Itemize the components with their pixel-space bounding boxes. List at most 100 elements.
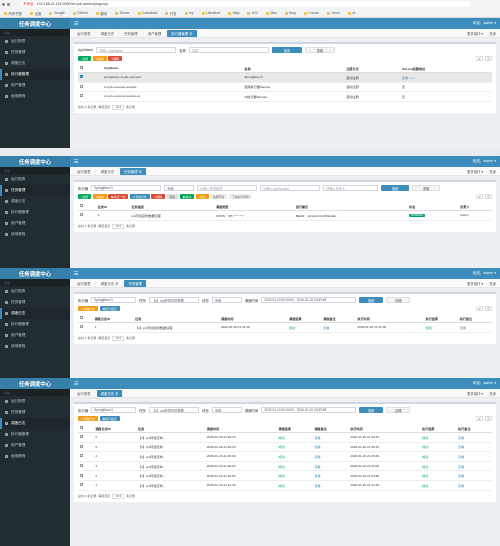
select-all-checkbox[interactable] (78, 424, 94, 433)
row-checkbox[interactable] (78, 72, 102, 83)
bookmark-item[interactable]: blog (284, 11, 296, 15)
tab-item[interactable]: 运行报表 (73, 279, 96, 287)
sidebar-item[interactable]: 调度日志 (0, 58, 70, 69)
bookmark-item[interactable]: Map (228, 11, 239, 15)
reset-button[interactable]: 重置 (304, 47, 335, 53)
row-checkbox[interactable] (78, 470, 94, 481)
sidebar-item[interactable]: 运行报表 (0, 174, 70, 185)
bookmark-item[interactable]: Course (303, 11, 319, 15)
sidebar-item[interactable]: 运行报表 (0, 36, 70, 47)
bookmark-item[interactable]: my (184, 11, 194, 15)
sidebar-item[interactable]: 用户管理 (0, 80, 70, 91)
status-select[interactable]: 全部 (211, 407, 242, 413)
table-row[interactable]: 3 【4】prd环境定时... 2026-01-26 21:45:00 成功 查看 202… (78, 461, 492, 472)
table-cell[interactable]: 查看 (456, 461, 492, 472)
tab-item[interactable]: 运行报表 (73, 29, 96, 37)
bookmark-item[interactable]: Mac (265, 11, 277, 15)
tab-item[interactable]: 用户管理 (144, 29, 167, 37)
action-button[interactable]: 更多 (166, 194, 179, 199)
table-cell[interactable]: 查看 (456, 451, 492, 462)
columns-icon[interactable]: ☰ (485, 306, 492, 311)
bookmark-item[interactable]: GitHub (72, 11, 88, 15)
table-cell[interactable]: 查看 (312, 432, 349, 443)
row-checkbox[interactable] (78, 322, 93, 333)
table-cell[interactable]: 查看 (321, 322, 356, 333)
row-checkbox[interactable] (78, 451, 94, 462)
row-checkbox[interactable] (78, 480, 94, 491)
menu-toggle-icon[interactable]: ☰ (74, 380, 79, 387)
tab-item[interactable]: 任务管理 (124, 279, 148, 287)
refresh-icon[interactable]: ⟳ (476, 194, 483, 199)
columns-icon[interactable]: ☰ (485, 56, 492, 61)
tab-action[interactable]: 更多操作 ▾ (467, 391, 484, 396)
tab-item[interactable]: 任务管理 (120, 29, 143, 37)
tab-action[interactable]: 关闭 (489, 31, 496, 36)
search-button[interactable]: 搜索 (271, 47, 302, 53)
tab-item[interactable]: 调度日志 (97, 29, 120, 37)
sidebar-item[interactable]: 运行报表 (0, 396, 70, 407)
sidebar-item[interactable]: 执行器管理 (0, 207, 70, 218)
page-size-select[interactable]: 10 ▾ (112, 104, 125, 110)
address-bar[interactable]: 不安全 192.168.31.116:9080/xxl-job-admin/jo… (20, 1, 470, 7)
action-button[interactable]: +新增 (78, 56, 92, 61)
status-select[interactable]: 全部 (164, 185, 195, 191)
action-button[interactable]: 注册节点 (210, 194, 228, 199)
search-button[interactable]: 搜索 (359, 407, 384, 413)
table-row[interactable]: 4 prd环境定时数据清理 CRON：0/5 * * * * ? BEAN：simpl… (78, 210, 492, 221)
executor-select[interactable]: SpringBoot-X (91, 407, 137, 413)
refresh-icon[interactable]: ⟳ (476, 416, 483, 421)
user-menu[interactable]: 欢迎，admin ▾ (472, 21, 496, 25)
row-checkbox[interactable] (78, 82, 102, 93)
search-button[interactable]: 搜索 (359, 297, 384, 303)
sidebar-item[interactable]: 任务管理 (0, 185, 70, 196)
table-cell[interactable]: 查看 (312, 470, 349, 481)
forward-icon[interactable] (7, 2, 10, 6)
action-button[interactable]: ◉运行报表 (99, 416, 120, 421)
tab-item[interactable]: 运行报表 (73, 389, 96, 397)
sidebar-item[interactable]: 调度日志 (0, 308, 70, 319)
executor-select[interactable]: SpringBoot-X (91, 185, 162, 191)
page-size-select[interactable]: 10 ▾ (112, 335, 125, 341)
action-button[interactable]: ✎编辑 (92, 194, 107, 199)
sidebar-item[interactable]: 任务管理 (0, 407, 70, 418)
table-row[interactable]: 4 【4】prd环境定时... 2026-01-26 21:45:09 成功 查看 202… (78, 451, 492, 462)
author-input[interactable]: 请输入负责人 (323, 185, 379, 191)
action-button[interactable]: ⊘查询日志 (129, 194, 150, 199)
sidebar-item[interactable]: 执行器管理 (0, 319, 70, 330)
table-cell[interactable]: 查看 (457, 322, 492, 333)
row-checkbox[interactable] (78, 91, 102, 102)
bookmark-item[interactable]: AI (347, 11, 355, 15)
bookmark-item[interactable]: Linux (327, 11, 340, 15)
status-select[interactable]: 全部 (211, 297, 242, 303)
tab-action[interactable]: 更多操作 ▾ (467, 169, 484, 174)
tab-item[interactable]: 运行报表 (73, 167, 96, 175)
action-button[interactable]: ✕删除 (108, 56, 123, 61)
table-row[interactable]: xxl-job-executor-sample-ai AI执行器Sample 自动注… (78, 91, 492, 102)
bookmark-item[interactable]: 翻译 (95, 11, 107, 16)
tab-item[interactable]: 任务管理 ⊗ (120, 167, 148, 175)
table-row[interactable]: 5 【4】prd环境定时... 2026-01-26 21:46:15 成功 查看 202… (78, 442, 492, 453)
select-all-checkbox[interactable] (78, 202, 96, 211)
menu-toggle-icon[interactable]: ☰ (74, 158, 79, 165)
bookmark-item[interactable]: Literature (201, 11, 220, 15)
sidebar-item[interactable]: 使用教程 (0, 91, 70, 102)
tab-item[interactable]: 执行器管理 ⊗ (167, 29, 198, 37)
desc-input[interactable]: 请输入任务描述 (197, 185, 258, 191)
row-checkbox[interactable] (78, 210, 96, 221)
appname-input[interactable]: 请输入AppName (96, 47, 177, 53)
refresh-icon[interactable]: ⟳ (476, 56, 483, 61)
sidebar-item[interactable]: 使用教程 (0, 451, 70, 462)
executor-select[interactable]: SpringBoot-X (91, 297, 137, 303)
tab-action[interactable]: 关闭 (489, 169, 496, 174)
sidebar-item[interactable]: 执行器管理 (0, 69, 70, 80)
bookmark-item[interactable]: AGI (247, 11, 258, 15)
tab-item[interactable]: 调度日志 ⊗ (96, 389, 124, 397)
bookmark-item[interactable]: 开发 (165, 11, 177, 16)
select-all-checkbox[interactable] (78, 314, 93, 323)
sidebar-item[interactable]: 用户管理 (0, 440, 70, 451)
name-input[interactable]: 名称 (188, 47, 269, 53)
action-button[interactable]: ▶执行一次 (108, 194, 129, 199)
sidebar-item[interactable]: 任务管理 (0, 297, 70, 308)
table-row[interactable]: 2 【4】prd环境定时... 2026-01-26 21:44:55 成功 查看 202… (78, 470, 492, 481)
sidebar-item[interactable]: 调度日志 (0, 418, 70, 429)
